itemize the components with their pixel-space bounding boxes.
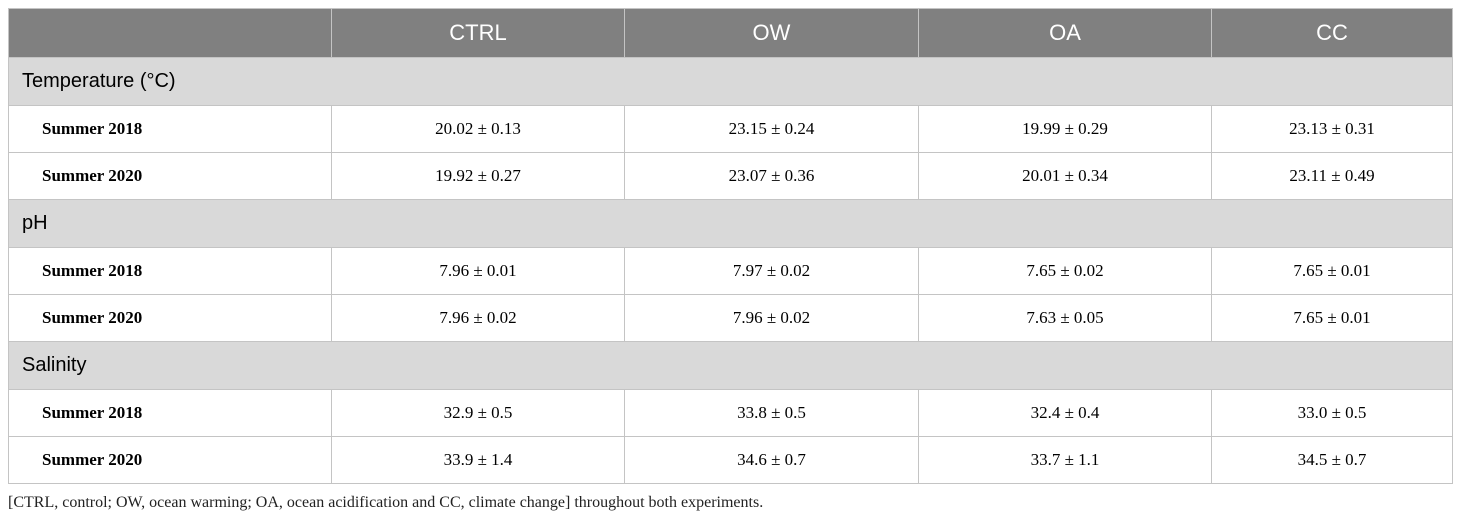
column-header: OW: [624, 8, 919, 58]
row-label: Summer 2020: [8, 436, 332, 484]
cell: 23.07 ± 0.36: [624, 152, 919, 200]
section-row: pH: [8, 199, 1453, 248]
table-body: Temperature (°C) Summer 2018 20.02 ± 0.13 2…: [8, 57, 1453, 484]
cell: 33.9 ± 1.4: [331, 436, 625, 484]
section-row: Salinity: [8, 341, 1453, 390]
section-title: Salinity: [8, 341, 1453, 390]
cell: 23.11 ± 0.49: [1211, 152, 1453, 200]
column-header: CTRL: [331, 8, 625, 58]
cell: 33.0 ± 0.5: [1211, 389, 1453, 437]
data-row: Summer 2020 7.96 ± 0.02 7.96 ± 0.02 7.63 ± …: [8, 294, 1453, 342]
table-wrap: CTRL OW OA CC Temperature (°C) Summer 2018 20…: [8, 8, 1453, 484]
section-title: Temperature (°C): [8, 57, 1453, 106]
section-row: Temperature (°C): [8, 57, 1453, 106]
cell: 19.92 ± 0.27: [331, 152, 625, 200]
cell: 32.4 ± 0.4: [918, 389, 1212, 437]
data-row: Summer 2020 33.9 ± 1.4 34.6 ± 0.7 33.7 ± 1.…: [8, 436, 1453, 484]
cell: 33.8 ± 0.5: [624, 389, 919, 437]
row-label: Summer 2020: [8, 152, 332, 200]
column-header: OA: [918, 8, 1212, 58]
cell: 7.97 ± 0.02: [624, 247, 919, 295]
corner-cell: [8, 8, 332, 58]
data-table: CTRL OW OA CC Temperature (°C) Summer 2018 20…: [8, 8, 1453, 484]
cell: 20.02 ± 0.13: [331, 105, 625, 153]
cell: 20.01 ± 0.34: [918, 152, 1212, 200]
cell: 19.99 ± 0.29: [918, 105, 1212, 153]
cell: 23.15 ± 0.24: [624, 105, 919, 153]
section-title: pH: [8, 199, 1453, 248]
row-label: Summer 2020: [8, 294, 332, 342]
row-label: Summer 2018: [8, 105, 332, 153]
header-row: CTRL OW OA CC: [8, 8, 1453, 58]
cell: 23.13 ± 0.31: [1211, 105, 1453, 153]
cell: 7.96 ± 0.02: [331, 294, 625, 342]
data-row: Summer 2018 7.96 ± 0.01 7.97 ± 0.02 7.65 ± …: [8, 247, 1453, 295]
data-row: Summer 2020 19.92 ± 0.27 23.07 ± 0.36 20.01…: [8, 152, 1453, 200]
cell: 34.5 ± 0.7: [1211, 436, 1453, 484]
row-label: Summer 2018: [8, 247, 332, 295]
cell: 7.65 ± 0.01: [1211, 247, 1453, 295]
column-header: CC: [1211, 8, 1453, 58]
cell: 7.63 ± 0.05: [918, 294, 1212, 342]
row-label: Summer 2018: [8, 389, 332, 437]
cell: 7.96 ± 0.02: [624, 294, 919, 342]
footnote: [CTRL, control; OW, ocean warming; OA, o…: [8, 494, 764, 511]
cell: 33.7 ± 1.1: [918, 436, 1212, 484]
data-row: Summer 2018 20.02 ± 0.13 23.15 ± 0.24 19.99…: [8, 105, 1453, 153]
cell: 32.9 ± 0.5: [331, 389, 625, 437]
cell: 34.6 ± 0.7: [624, 436, 919, 484]
cell: 7.96 ± 0.01: [331, 247, 625, 295]
data-row: Summer 2018 32.9 ± 0.5 33.8 ± 0.5 32.4 ± 0.…: [8, 389, 1453, 437]
cell: 7.65 ± 0.01: [1211, 294, 1453, 342]
cell: 7.65 ± 0.02: [918, 247, 1212, 295]
